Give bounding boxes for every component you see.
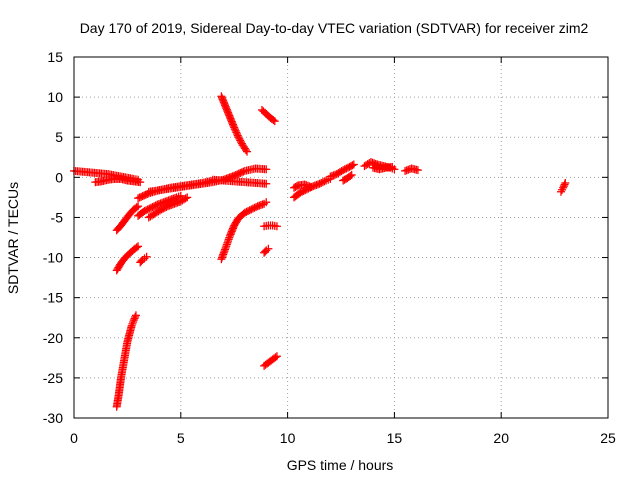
x-tick-label: 0 bbox=[70, 430, 78, 446]
plot-frame bbox=[73, 56, 609, 419]
data-point bbox=[262, 165, 271, 174]
data-point bbox=[558, 185, 567, 194]
grid-lines bbox=[74, 57, 608, 418]
x-tick-label: 15 bbox=[387, 430, 403, 446]
data-point bbox=[269, 116, 278, 125]
y-tick-label: -25 bbox=[43, 370, 63, 386]
data-point bbox=[347, 170, 356, 179]
y-tick-label: 15 bbox=[47, 49, 63, 65]
y-tick-label: -15 bbox=[43, 290, 63, 306]
data-point bbox=[560, 180, 569, 189]
y-tick-label: -5 bbox=[51, 209, 64, 225]
x-axis-label: GPS time / hours bbox=[287, 457, 394, 473]
data-point bbox=[132, 203, 141, 212]
data-point bbox=[561, 178, 570, 187]
data-point bbox=[134, 202, 143, 211]
data-point bbox=[271, 353, 280, 362]
data-point bbox=[127, 321, 136, 330]
x-tick-label: 25 bbox=[600, 430, 616, 446]
data-point bbox=[272, 222, 281, 231]
data-point bbox=[183, 193, 192, 202]
data-point bbox=[128, 319, 137, 328]
data-point bbox=[262, 198, 271, 207]
data-point bbox=[262, 179, 271, 188]
data-point bbox=[270, 117, 279, 126]
y-tick-label: 5 bbox=[55, 129, 63, 145]
axis-ticks: 0 5 10 15 20 25 -30 -25 -20 -15 -10 -5 0 5 10 15 bbox=[43, 49, 616, 446]
data-point bbox=[134, 242, 143, 251]
data-point bbox=[346, 171, 355, 180]
data-point bbox=[413, 166, 422, 175]
data-point bbox=[142, 252, 151, 261]
data-point bbox=[272, 352, 281, 361]
data-point bbox=[307, 182, 316, 191]
data-point bbox=[132, 243, 141, 252]
data-point bbox=[136, 178, 145, 187]
data-point bbox=[131, 311, 140, 320]
data-point bbox=[264, 244, 273, 253]
y-tick-label: 0 bbox=[55, 169, 63, 185]
data-point bbox=[241, 146, 250, 155]
data-point bbox=[320, 177, 329, 186]
data-point bbox=[557, 187, 566, 196]
data-point bbox=[349, 160, 358, 169]
data-point bbox=[348, 161, 357, 170]
data-point bbox=[129, 318, 138, 327]
y-axis-label: SDTVAR / TECUs bbox=[5, 182, 21, 294]
data-point bbox=[243, 147, 252, 156]
x-tick-label: 10 bbox=[280, 430, 296, 446]
data-point bbox=[131, 312, 140, 321]
y-tick-label: -10 bbox=[43, 250, 63, 266]
x-tick-label: 20 bbox=[493, 430, 509, 446]
x-tick-label: 5 bbox=[177, 430, 185, 446]
chart-title: Day 170 of 2019, Sidereal Day-to-day VTE… bbox=[80, 20, 589, 36]
data-points bbox=[70, 92, 570, 411]
y-tick-label: -20 bbox=[43, 330, 63, 346]
y-tick-label: 10 bbox=[47, 89, 63, 105]
y-tick-label: -30 bbox=[43, 410, 63, 426]
data-point bbox=[181, 194, 190, 203]
data-point bbox=[388, 162, 397, 171]
